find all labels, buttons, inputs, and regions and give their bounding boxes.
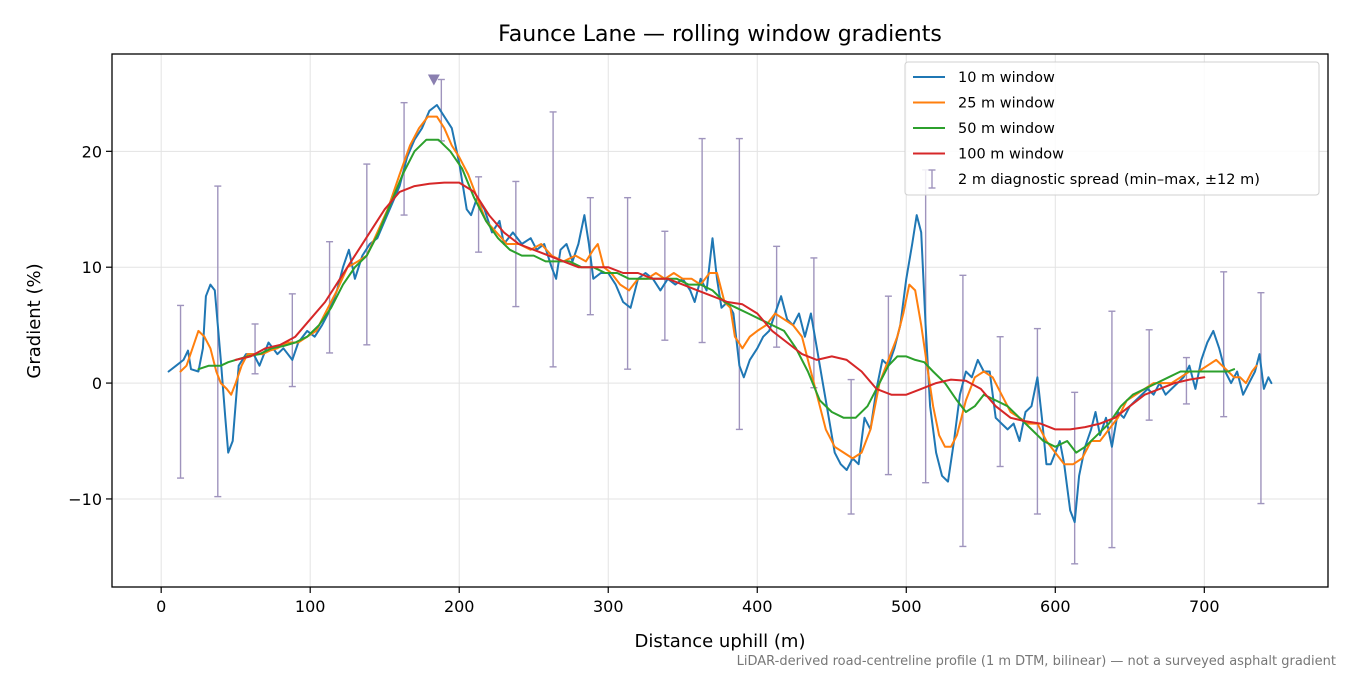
x-tick-label: 700 [1189,597,1220,616]
x-tick-label: 600 [1040,597,1071,616]
y-tick-label: 20 [82,142,102,161]
legend-label: 10 m window [958,70,1055,86]
footnote: LiDAR-derived road-centreline profile (1… [737,654,1336,669]
x-tick-label: 400 [742,597,773,616]
x-tick-label: 0 [156,597,166,616]
legend-label: 50 m window [958,121,1055,137]
series-line-4 [234,181,1206,431]
legend-label: 100 m window [958,147,1064,163]
series-line-1 [167,104,1273,524]
legend-label: 25 m window [958,96,1055,112]
series-line-2 [179,115,1258,466]
peak-marker [427,74,440,86]
plot-frame [111,53,1329,588]
x-axis-label: Distance uphill (m) [635,631,806,652]
x-tick-label: 300 [593,597,624,616]
series-layer [167,74,1273,565]
y-tick-label: 0 [92,374,102,393]
legend-label: 2 m diagnostic spread (min–max, ±12 m) [958,172,1260,188]
x-tick-label: 500 [891,597,922,616]
chart-title: Faunce Lane — rolling window gradients [498,22,942,47]
y-tick-label: −10 [68,490,102,509]
x-tick-label: 200 [444,597,475,616]
y-axis-label: Gradient (%) [24,263,45,378]
legend: 10 m window 25 m window 50 m window 100 m w… [904,61,1320,196]
plot-area [167,74,1273,565]
legend-box [904,61,1320,196]
x-tick-label: 100 [295,597,326,616]
x-axis: 0 100 200 300 400 500 600 700 [156,587,1220,616]
series-line-3 [197,138,1236,454]
y-tick-label: 10 [82,258,102,277]
y-axis: −10 0 10 20 [68,142,112,509]
